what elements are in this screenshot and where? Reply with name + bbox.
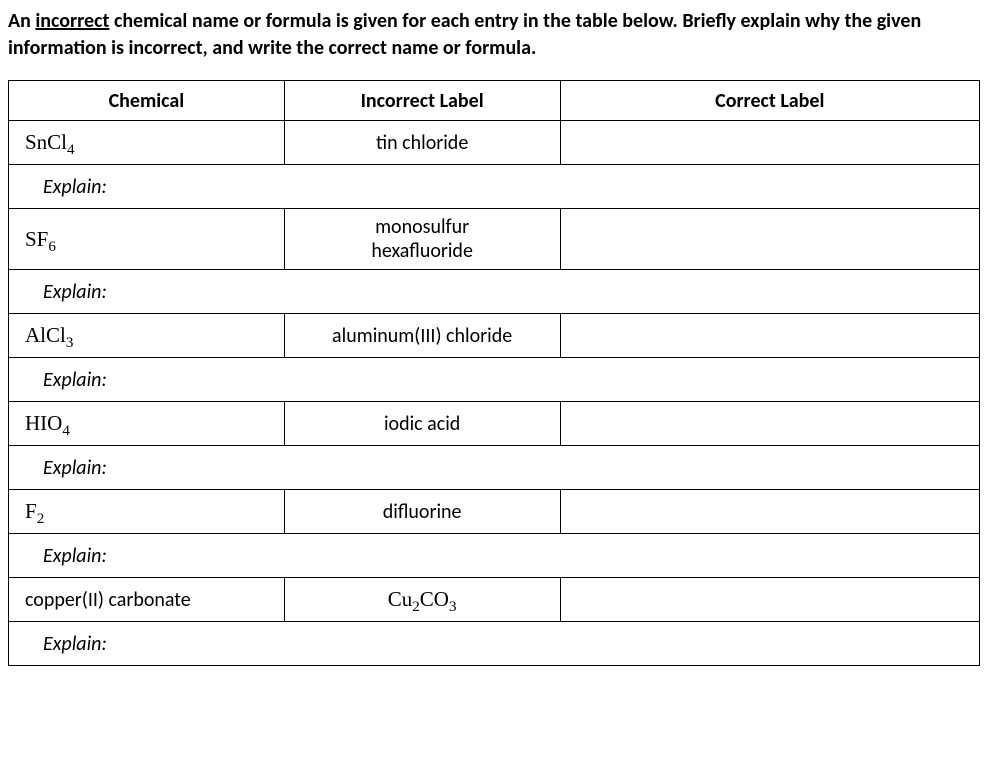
table-row: F2difluorine [9,490,980,534]
incorrect-label-cell: tin chloride [284,121,560,165]
instruction-underlined: incorrect [35,9,109,33]
instruction-rest: chemical name or formula is given for ea… [8,9,921,60]
explain-cell[interactable]: Explain: [9,446,980,490]
explain-cell[interactable]: Explain: [9,270,980,314]
chemistry-table: Chemical Incorrect Label Correct Label S… [8,80,980,666]
chemical-cell: AlCl3 [9,314,285,358]
correct-label-cell[interactable] [560,490,980,534]
header-incorrect: Incorrect Label [284,81,560,121]
instruction-prefix: An [8,9,35,33]
header-correct: Correct Label [560,81,980,121]
explain-row: Explain: [9,622,980,666]
explain-row: Explain: [9,534,980,578]
table-header-row: Chemical Incorrect Label Correct Label [9,81,980,121]
correct-label-cell[interactable] [560,578,980,622]
explain-cell[interactable]: Explain: [9,358,980,402]
explain-row: Explain: [9,446,980,490]
incorrect-label-cell: Cu2CO3 [284,578,560,622]
table-row: copper(II) carbonateCu2CO3 [9,578,980,622]
correct-label-cell[interactable] [560,121,980,165]
header-chemical: Chemical [9,81,285,121]
chemical-cell: HIO4 [9,402,285,446]
explain-row: Explain: [9,165,980,209]
incorrect-label-cell: difluorine [284,490,560,534]
chemical-cell: SF6 [9,209,285,270]
table-row: HIO4iodic acid [9,402,980,446]
correct-label-cell[interactable] [560,314,980,358]
incorrect-label-cell: aluminum(III) chloride [284,314,560,358]
chemical-cell: copper(II) carbonate [9,578,285,622]
instruction-text: An incorrect chemical name or formula is… [8,8,982,62]
correct-label-cell[interactable] [560,402,980,446]
explain-row: Explain: [9,358,980,402]
table-row: AlCl3aluminum(III) chloride [9,314,980,358]
table-row: SnCl4tin chloride [9,121,980,165]
incorrect-label-cell: monosulfurhexafluoride [284,209,560,270]
explain-row: Explain: [9,270,980,314]
table-row: SF6monosulfurhexafluoride [9,209,980,270]
chemical-cell: SnCl4 [9,121,285,165]
explain-cell[interactable]: Explain: [9,534,980,578]
incorrect-label-cell: iodic acid [284,402,560,446]
chemical-cell: F2 [9,490,285,534]
explain-cell[interactable]: Explain: [9,165,980,209]
correct-label-cell[interactable] [560,209,980,270]
explain-cell[interactable]: Explain: [9,622,980,666]
